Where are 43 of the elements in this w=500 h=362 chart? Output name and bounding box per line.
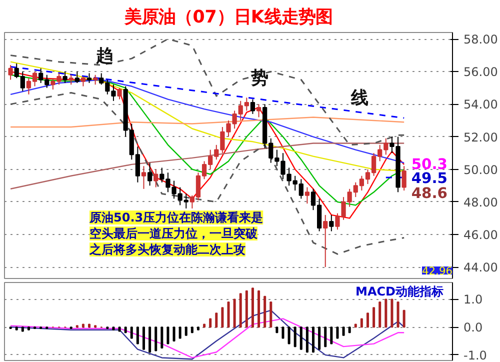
candlestick xyxy=(141,166,146,190)
text: 42.96 xyxy=(422,264,453,278)
y-tick-label: 48.00 xyxy=(464,195,498,210)
text: 49.5 xyxy=(411,170,448,187)
candlestick xyxy=(154,168,158,188)
y-tick-label: 50.00 xyxy=(464,162,498,177)
candlestick xyxy=(80,76,86,87)
line-series xyxy=(10,318,405,358)
candlestick xyxy=(68,74,74,86)
y-tick-label: 0.0 xyxy=(464,320,483,335)
candlestick xyxy=(256,104,262,118)
annotation: 原油50.3压力位在陈瀚谦看来是空头最后一道压力位，一旦突破之后将多头恢复动能二次上攻 xyxy=(88,210,264,256)
y-tick-label: 1.0 xyxy=(464,292,483,307)
candlestick xyxy=(304,186,310,204)
candlestick xyxy=(117,87,122,100)
line-series xyxy=(10,310,405,360)
candlestick xyxy=(92,74,98,86)
chart-title: 美原油（07）日K线走势图 xyxy=(124,6,332,28)
y-tick-label: 54.00 xyxy=(464,98,498,112)
candlestick xyxy=(8,64,13,80)
line-series xyxy=(10,38,405,146)
candlestick xyxy=(402,166,406,192)
candlestick xyxy=(74,71,80,84)
candlestick xyxy=(147,162,152,186)
candlestick xyxy=(329,214,334,232)
y-tick-label: 58.00 xyxy=(464,32,498,47)
candlestick xyxy=(86,72,92,84)
text: 48.6 xyxy=(411,185,448,202)
annotation: 线 xyxy=(350,88,368,108)
line-series xyxy=(10,142,405,190)
y-tick-label: -1.0 xyxy=(464,348,487,362)
candlestick xyxy=(323,214,328,268)
text: 50.3 xyxy=(411,156,448,173)
annotation: MACD动能指标 xyxy=(356,284,444,298)
annotation: 趋 xyxy=(95,46,113,66)
candlestick xyxy=(62,71,68,84)
annotation: 势 xyxy=(250,68,268,88)
y-tick-label: 44.00 xyxy=(464,260,498,275)
y-tick-label: 46.00 xyxy=(464,228,498,242)
y-tick-label: 52.00 xyxy=(464,130,498,144)
candlestick xyxy=(250,98,256,114)
line-series xyxy=(10,116,405,128)
y-tick-label: 56.00 xyxy=(464,65,498,80)
